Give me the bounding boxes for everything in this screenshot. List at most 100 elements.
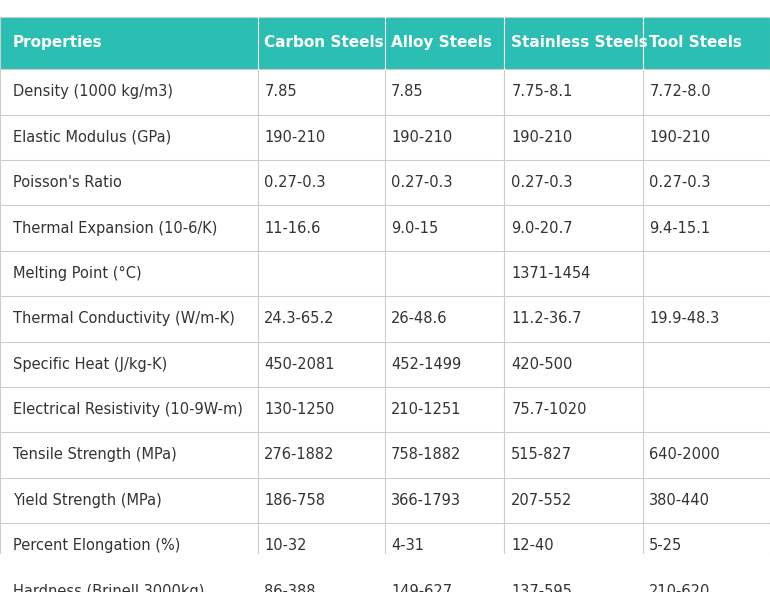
Text: 190-210: 190-210 [511, 130, 573, 145]
Text: 11-16.6: 11-16.6 [264, 221, 320, 236]
Text: 207-552: 207-552 [511, 493, 573, 508]
Bar [643, 115, 770, 160]
Bar [258, 432, 385, 478]
Text: 7.85: 7.85 [264, 85, 297, 99]
Text: 4-31: 4-31 [391, 538, 424, 554]
Text: Thermal Expansion (10-6/K): Thermal Expansion (10-6/K) [13, 221, 217, 236]
Text: Tensile Strength (MPa): Tensile Strength (MPa) [13, 448, 176, 462]
Bar [0, 69, 258, 115]
Text: 9.4-15.1: 9.4-15.1 [649, 221, 711, 236]
Text: 640-2000: 640-2000 [649, 448, 720, 462]
Bar [0, 523, 258, 568]
Text: 0.27-0.3: 0.27-0.3 [264, 175, 326, 190]
Bar [643, 523, 770, 568]
Text: 190-210: 190-210 [391, 130, 452, 145]
Bar [643, 17, 770, 69]
Text: 9.0-15: 9.0-15 [391, 221, 438, 236]
Bar [385, 205, 504, 251]
Bar [258, 17, 385, 69]
Bar [643, 69, 770, 115]
Bar [385, 69, 504, 115]
Bar [643, 432, 770, 478]
Bar [385, 387, 504, 432]
Bar [385, 342, 504, 387]
Bar [504, 17, 643, 69]
Text: 450-2081: 450-2081 [264, 357, 335, 372]
Bar [643, 342, 770, 387]
Text: 190-210: 190-210 [649, 130, 711, 145]
Bar [504, 69, 643, 115]
Text: 75.7-1020: 75.7-1020 [511, 402, 587, 417]
Bar [643, 296, 770, 342]
Bar [0, 115, 258, 160]
Bar [258, 342, 385, 387]
Bar [258, 160, 385, 205]
Bar [258, 296, 385, 342]
Bar [643, 387, 770, 432]
Text: 9.0-20.7: 9.0-20.7 [511, 221, 573, 236]
Text: 210-1251: 210-1251 [391, 402, 461, 417]
Bar [0, 160, 258, 205]
Text: 10-32: 10-32 [264, 538, 306, 554]
Text: Poisson's Ratio: Poisson's Ratio [13, 175, 122, 190]
Text: 7.75-8.1: 7.75-8.1 [511, 85, 573, 99]
Text: 210-620: 210-620 [649, 584, 711, 592]
Text: 758-1882: 758-1882 [391, 448, 461, 462]
Text: Percent Elongation (%): Percent Elongation (%) [13, 538, 180, 554]
Text: Specific Heat (J/kg-K): Specific Heat (J/kg-K) [13, 357, 167, 372]
Bar [643, 160, 770, 205]
Bar [0, 568, 258, 592]
Text: 86-388: 86-388 [264, 584, 316, 592]
Bar [385, 115, 504, 160]
Text: 452-1499: 452-1499 [391, 357, 461, 372]
Bar [258, 478, 385, 523]
Bar [385, 296, 504, 342]
Bar [0, 342, 258, 387]
Text: Melting Point (°C): Melting Point (°C) [13, 266, 142, 281]
Bar [504, 115, 643, 160]
Bar [258, 205, 385, 251]
Bar [643, 205, 770, 251]
Text: 12-40: 12-40 [511, 538, 554, 554]
Text: 276-1882: 276-1882 [264, 448, 335, 462]
Bar [258, 69, 385, 115]
Bar [504, 478, 643, 523]
Text: Thermal Conductivity (W/m-K): Thermal Conductivity (W/m-K) [13, 311, 235, 326]
Bar [504, 205, 643, 251]
Text: 11.2-36.7: 11.2-36.7 [511, 311, 582, 326]
Bar [504, 387, 643, 432]
Text: 380-440: 380-440 [649, 493, 710, 508]
Bar [0, 478, 258, 523]
Text: 19.9-48.3: 19.9-48.3 [649, 311, 719, 326]
Text: 149-627: 149-627 [391, 584, 452, 592]
Bar [504, 251, 643, 296]
Text: Yield Strength (MPa): Yield Strength (MPa) [13, 493, 162, 508]
Text: 1371-1454: 1371-1454 [511, 266, 591, 281]
Text: Hardness (Brinell 3000kg): Hardness (Brinell 3000kg) [13, 584, 204, 592]
Bar [0, 432, 258, 478]
Text: Elastic Modulus (GPa): Elastic Modulus (GPa) [13, 130, 171, 145]
Bar [258, 251, 385, 296]
Text: 420-500: 420-500 [511, 357, 573, 372]
Text: 0.27-0.3: 0.27-0.3 [649, 175, 711, 190]
Text: 137-595: 137-595 [511, 584, 572, 592]
Bar [258, 523, 385, 568]
Bar [643, 251, 770, 296]
Text: Density (1000 kg/m3): Density (1000 kg/m3) [13, 85, 173, 99]
Text: 190-210: 190-210 [264, 130, 326, 145]
Bar [504, 523, 643, 568]
Bar [504, 296, 643, 342]
Bar [385, 17, 504, 69]
Text: 130-1250: 130-1250 [264, 402, 335, 417]
Bar [0, 251, 258, 296]
Bar [258, 387, 385, 432]
Text: 7.72-8.0: 7.72-8.0 [649, 85, 711, 99]
Bar [504, 160, 643, 205]
Bar [258, 115, 385, 160]
Bar [0, 387, 258, 432]
Bar [385, 523, 504, 568]
Text: 366-1793: 366-1793 [391, 493, 461, 508]
Text: Electrical Resistivity (10-9W-m): Electrical Resistivity (10-9W-m) [13, 402, 243, 417]
Bar [504, 568, 643, 592]
Text: 26-48.6: 26-48.6 [391, 311, 447, 326]
